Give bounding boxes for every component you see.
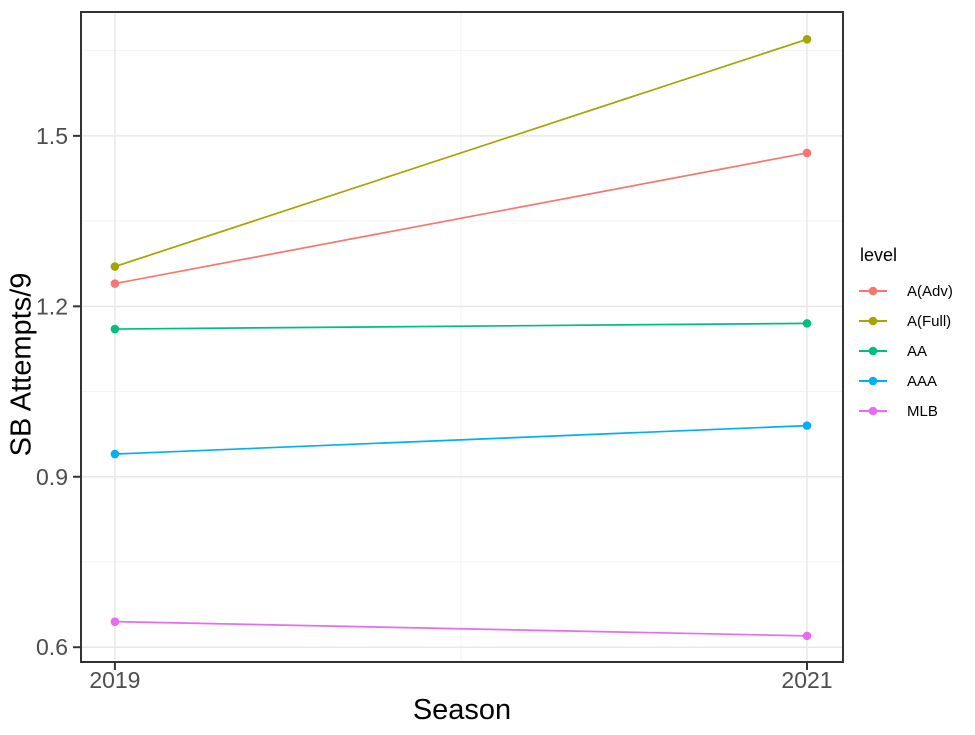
legend-item-AAA: AAA: [858, 366, 953, 396]
legend-key-point: [868, 286, 878, 296]
x-axis-title: Season: [412, 694, 512, 726]
legend: level A(Adv) A(Full) AA AAA MLB: [858, 245, 953, 426]
legend-key-point: [868, 346, 878, 356]
legend-key-icon: [859, 286, 887, 296]
legend-item-label: A(Adv): [907, 282, 953, 300]
legend-items: A(Adv) A(Full) AA AAA MLB: [858, 276, 953, 426]
legend-item-label: AAA: [907, 372, 938, 390]
series-point-AAA: [802, 421, 812, 430]
series-line-A(Full): [114, 38, 808, 268]
y-tick-label: 0.9: [36, 464, 68, 490]
x-tick-label: 2021: [781, 667, 832, 693]
y-tick-label: 0.6: [36, 634, 68, 660]
series-point-A(Full): [802, 34, 812, 44]
y-axis-title-box: SB Attempts/9: [4, 129, 40, 599]
legend-item-label: A(Full): [907, 312, 952, 330]
series-point-A(Adv): [110, 279, 120, 288]
series-point-A(Full): [110, 262, 120, 271]
y-axis-title: SB Attempts/9: [5, 272, 38, 456]
series-point-AAA: [110, 449, 120, 459]
series-line-AAA: [114, 424, 808, 455]
series-point-A(Adv): [802, 148, 812, 158]
series-line-AA: [114, 322, 808, 330]
y-tick-label: 1.2: [36, 293, 68, 319]
legend-key-point: [868, 406, 878, 416]
legend-item-AA: AA: [858, 336, 953, 366]
legend-key-icon: [859, 406, 887, 416]
legend-key-icon: [859, 346, 887, 356]
series-line-A(Adv): [114, 152, 808, 285]
panel-border: [80, 11, 844, 663]
series-line-MLB: [114, 620, 808, 637]
legend-item-MLB: MLB: [858, 396, 953, 426]
legend-item-label: AA: [907, 342, 928, 360]
series-point-MLB: [110, 617, 120, 626]
x-tick-label: 2019: [89, 667, 140, 693]
legend-item-A(Full): A(Full): [858, 306, 953, 336]
y-tick-label: 1.5: [36, 123, 68, 149]
legend-key-point: [868, 316, 878, 326]
legend-item-A(Adv): A(Adv): [858, 276, 953, 306]
legend-title: level: [860, 245, 898, 265]
series-point-AA: [110, 324, 120, 334]
legend-key-icon: [859, 316, 887, 326]
legend-key-icon: [859, 376, 887, 386]
series-point-AA: [802, 319, 812, 328]
legend-item-label: MLB: [907, 402, 938, 420]
series-point-MLB: [802, 631, 812, 641]
legend-key-point: [868, 376, 878, 386]
plot-panel: [81, 12, 843, 662]
